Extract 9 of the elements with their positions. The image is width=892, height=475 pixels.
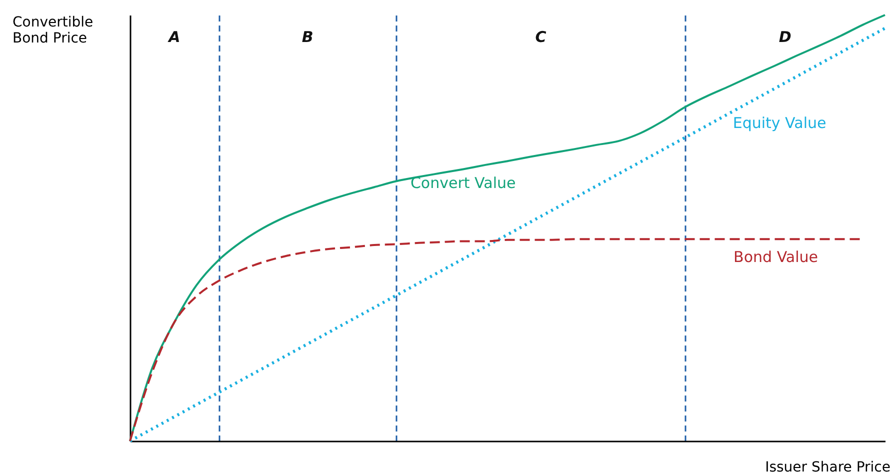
- x-axis-title: Issuer Share Price: [765, 460, 890, 475]
- annotation: A: [168, 28, 180, 46]
- y-axis-title: Convertible Bond Price: [12, 14, 94, 46]
- series-label: Equity Value: [732, 114, 826, 132]
- annotation: B: [302, 28, 314, 46]
- series-label: Convert Value: [410, 174, 516, 192]
- series-label: Bond Value: [734, 248, 818, 266]
- annotation: C: [535, 28, 546, 46]
- annotation: D: [778, 28, 792, 46]
